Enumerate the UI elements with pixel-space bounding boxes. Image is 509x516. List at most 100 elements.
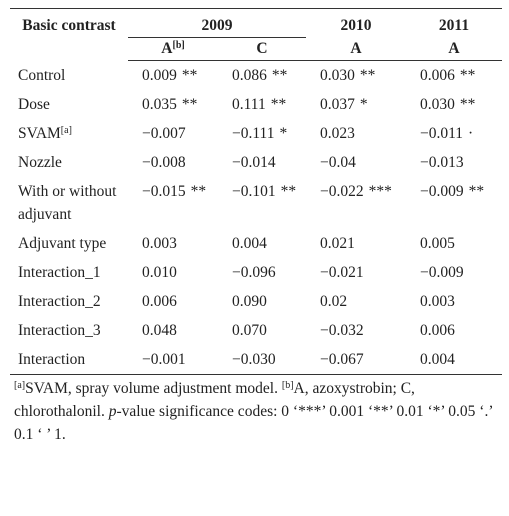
subheader-label: A <box>161 40 173 57</box>
row-label: Interaction_2 <box>10 287 128 316</box>
significance: ** <box>181 96 198 113</box>
cell-value: 0.037 <box>320 96 355 113</box>
table-body: Control 0.009 ** 0.086 ** 0.030 ** 0.006 ** Dose 0… <box>10 61 502 375</box>
stub-header: Basic contrast <box>10 8 128 61</box>
row-label-text: Interaction_1 <box>18 264 101 281</box>
subheader-label: A <box>350 39 362 57</box>
cell-value: 0.070 <box>232 322 267 339</box>
cell: −0.021 <box>306 258 406 287</box>
row-label-text: Interaction_2 <box>18 293 101 310</box>
cell-value: −0.096 <box>232 264 276 281</box>
footnote-mark: [b] <box>172 40 185 51</box>
significance: ** <box>459 67 476 84</box>
cell-value: 0.090 <box>232 293 267 310</box>
row-label: With or without adjuvant <box>10 177 128 229</box>
significance: ** <box>190 183 207 200</box>
cell-value: −0.009 <box>420 183 464 200</box>
table-row: With or without adjuvant −0.015 ** −0.101 **… <box>10 177 502 229</box>
cell: 0.006 <box>128 287 218 316</box>
table-row: Interaction_2 0.006 0.090 0.02 0.003 <box>10 287 502 316</box>
cell: −0.008 <box>128 148 218 177</box>
row-label-text: Adjuvant type <box>18 235 107 252</box>
cell-value: −0.04 <box>320 154 356 171</box>
cell-value: 0.010 <box>142 264 177 281</box>
significance: * <box>359 96 368 113</box>
significance: ** <box>271 67 288 84</box>
cell-value: −0.007 <box>142 125 186 142</box>
cell: 0.070 <box>218 316 306 345</box>
row-label: SVAM[a] <box>10 119 128 148</box>
cell: 0.004 <box>406 345 502 375</box>
significance: ** <box>359 67 376 84</box>
row-label-text: Interaction_3 <box>18 322 101 339</box>
row-label-text: With or without adjuvant <box>18 183 117 223</box>
row-label: Interaction <box>10 345 128 375</box>
row-label-text: Interaction <box>18 351 86 368</box>
cell: 0.003 <box>128 229 218 258</box>
cell: −0.022 *** <box>306 177 406 229</box>
cell-value: 0.02 <box>320 293 348 310</box>
significance: ** <box>468 183 485 200</box>
cell-value: −0.101 <box>232 183 276 200</box>
cell-value: 0.086 <box>232 67 267 84</box>
significance: ** <box>270 96 287 113</box>
cell: 0.048 <box>128 316 218 345</box>
cell: 0.005 <box>406 229 502 258</box>
footnote-text: [b] <box>281 380 294 391</box>
row-label-text: Nozzle <box>18 154 62 171</box>
cell-value: 0.006 <box>420 67 455 84</box>
row-label-text: SVAM <box>18 125 61 142</box>
data-table: Basic contrast 2009 2010 2011 A[b] C A A Contro… <box>10 8 502 375</box>
cell: 0.090 <box>218 287 306 316</box>
cell: 0.030 ** <box>306 61 406 91</box>
table-row: Dose 0.035 ** 0.111 ** 0.037 * 0.030 ** <box>10 90 502 119</box>
footnote-text: p <box>108 403 117 420</box>
cell-value: −0.001 <box>142 351 186 368</box>
cell: −0.04 <box>306 148 406 177</box>
footnote-text: A, azoxystrobin; C, chlorothalonil. <box>14 380 419 420</box>
cell-value: 0.035 <box>142 96 177 113</box>
cell-value: −0.014 <box>232 154 276 171</box>
cell-value: −0.030 <box>232 351 276 368</box>
cell: −0.032 <box>306 316 406 345</box>
cell-value: −0.008 <box>142 154 186 171</box>
cell-value: −0.009 <box>420 264 464 281</box>
table-container: Basic contrast 2009 2010 2011 A[b] C A A Contro… <box>10 8 502 446</box>
cell: 0.037 * <box>306 90 406 119</box>
row-label-text: Dose <box>18 96 50 113</box>
cell-value: −0.021 <box>320 264 364 281</box>
footnote-text: -value significance codes: 0 ‘***’ 0.001… <box>14 403 497 443</box>
subheader-row: A[b] C A A <box>10 37 502 61</box>
cell: 0.006 ** <box>406 61 502 91</box>
cell-value: 0.003 <box>420 293 455 310</box>
table-row: Interaction_1 0.010 −0.096 −0.021 −0.009 <box>10 258 502 287</box>
table-row: Interaction_3 0.048 0.070 −0.032 0.006 <box>10 316 502 345</box>
significance: ** <box>181 67 198 84</box>
subheader: A <box>406 37 502 61</box>
cell: 0.003 <box>406 287 502 316</box>
row-label: Interaction_3 <box>10 316 128 345</box>
cell-value: 0.030 <box>420 96 455 113</box>
row-label-text: Control <box>18 66 66 84</box>
cell-value: 0.023 <box>320 125 355 142</box>
cell-value: 0.111 <box>232 96 266 113</box>
table-row: Adjuvant type 0.003 0.004 0.021 0.005 <box>10 229 502 258</box>
cell: 0.006 <box>406 316 502 345</box>
cell: −0.111 * <box>218 119 306 148</box>
cell-value: −0.067 <box>320 351 364 368</box>
subheader-label: C <box>256 40 268 57</box>
table-header: Basic contrast 2009 2010 2011 A[b] C A A <box>10 8 502 61</box>
cell: −0.015 ** <box>128 177 218 229</box>
cell: −0.014 <box>218 148 306 177</box>
cell: −0.009 ** <box>406 177 502 229</box>
cell-value: 0.006 <box>420 322 455 339</box>
footnote-mark: [a] <box>60 125 72 136</box>
row-label: Dose <box>10 90 128 119</box>
cell-value: −0.015 <box>142 183 186 200</box>
cell-value: 0.006 <box>142 293 177 310</box>
cell-value: −0.022 <box>320 183 364 200</box>
subheader: A <box>306 37 406 61</box>
cell-value: 0.004 <box>232 235 267 252</box>
cell: 0.030 ** <box>406 90 502 119</box>
